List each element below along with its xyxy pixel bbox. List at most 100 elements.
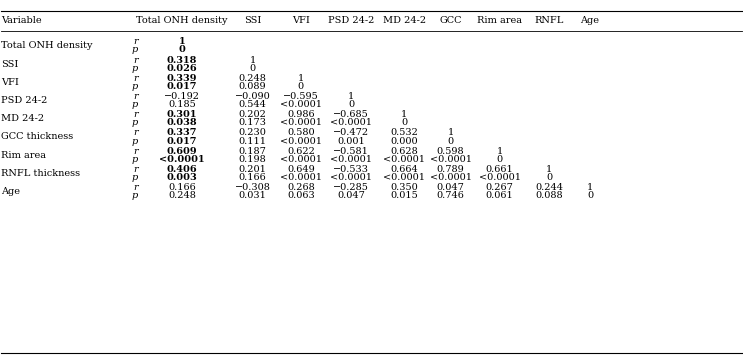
Text: <0.0001: <0.0001 <box>383 155 425 164</box>
Text: 0.173: 0.173 <box>239 118 267 127</box>
Text: 0.986: 0.986 <box>287 110 315 119</box>
Text: VFI: VFI <box>1 78 19 87</box>
Text: 0.017: 0.017 <box>166 136 198 145</box>
Text: 1: 1 <box>250 56 256 65</box>
Text: 1: 1 <box>546 165 552 174</box>
Text: 0: 0 <box>587 191 593 200</box>
Text: Age: Age <box>580 16 600 25</box>
Text: <0.0001: <0.0001 <box>330 155 372 164</box>
Text: <0.0001: <0.0001 <box>330 173 372 182</box>
Text: RNFL: RNFL <box>534 16 564 25</box>
Text: 0.789: 0.789 <box>437 165 464 174</box>
Text: 0.166: 0.166 <box>239 173 267 182</box>
Text: −0.192: −0.192 <box>164 92 200 101</box>
Text: Rim area: Rim area <box>1 151 46 160</box>
Text: p: p <box>132 155 137 164</box>
Text: 1: 1 <box>179 37 185 46</box>
Text: 0.746: 0.746 <box>437 191 464 200</box>
Text: 0.017: 0.017 <box>166 82 198 91</box>
Text: −0.685: −0.685 <box>333 110 369 119</box>
Text: 0.230: 0.230 <box>239 129 267 138</box>
Text: 0.202: 0.202 <box>239 110 267 119</box>
Text: 0.089: 0.089 <box>239 82 267 91</box>
Text: r: r <box>133 56 137 65</box>
Text: 0.622: 0.622 <box>287 147 315 156</box>
Text: 0.038: 0.038 <box>166 118 198 127</box>
Text: 0.031: 0.031 <box>239 191 267 200</box>
Text: RNFL thickness: RNFL thickness <box>1 169 80 178</box>
Text: 0.244: 0.244 <box>535 183 563 192</box>
Text: 0.111: 0.111 <box>239 136 267 145</box>
Text: 0.001: 0.001 <box>337 136 365 145</box>
Text: 1: 1 <box>496 147 503 156</box>
Text: r: r <box>133 129 137 138</box>
Text: r: r <box>133 92 137 101</box>
Text: 0: 0 <box>348 100 354 109</box>
Text: 1: 1 <box>298 74 304 83</box>
Text: 0.088: 0.088 <box>535 191 563 200</box>
Text: 0.267: 0.267 <box>486 183 513 192</box>
Text: Total ONH density: Total ONH density <box>1 42 92 50</box>
Text: 0.201: 0.201 <box>239 165 267 174</box>
Text: Total ONH density: Total ONH density <box>136 16 228 25</box>
Text: 0.061: 0.061 <box>486 191 513 200</box>
Text: p: p <box>132 191 137 200</box>
Text: p: p <box>132 173 137 182</box>
Text: 0.649: 0.649 <box>287 165 315 174</box>
Text: <0.0001: <0.0001 <box>478 173 521 182</box>
Text: r: r <box>133 110 137 119</box>
Text: Rim area: Rim area <box>477 16 522 25</box>
Text: 0: 0 <box>546 173 552 182</box>
Text: 0.003: 0.003 <box>166 173 198 182</box>
Text: p: p <box>132 64 137 73</box>
Text: 1: 1 <box>587 183 593 192</box>
Text: −0.285: −0.285 <box>333 183 369 192</box>
Text: 0.337: 0.337 <box>166 129 198 138</box>
Text: 0: 0 <box>298 82 304 91</box>
Text: 0.544: 0.544 <box>239 100 267 109</box>
Text: Age: Age <box>1 187 20 196</box>
Text: 0.580: 0.580 <box>287 129 315 138</box>
Text: Variable: Variable <box>1 16 42 25</box>
Text: 0: 0 <box>401 118 407 127</box>
Text: 0.406: 0.406 <box>166 165 198 174</box>
Text: p: p <box>132 118 137 127</box>
Text: r: r <box>133 165 137 174</box>
Text: r: r <box>133 37 137 46</box>
Text: GCC thickness: GCC thickness <box>1 132 73 142</box>
Text: <0.0001: <0.0001 <box>280 118 322 127</box>
Text: 0.598: 0.598 <box>437 147 464 156</box>
Text: 0.664: 0.664 <box>390 165 418 174</box>
Text: 0: 0 <box>496 155 503 164</box>
Text: 0.318: 0.318 <box>167 56 197 65</box>
Text: 1: 1 <box>401 110 407 119</box>
Text: 0.248: 0.248 <box>168 191 196 200</box>
Text: r: r <box>133 147 137 156</box>
Text: 1: 1 <box>447 129 454 138</box>
Text: 0.339: 0.339 <box>166 74 198 83</box>
Text: <0.0001: <0.0001 <box>383 173 425 182</box>
Text: −0.533: −0.533 <box>333 165 369 174</box>
Text: −0.595: −0.595 <box>283 92 319 101</box>
Text: 0.187: 0.187 <box>239 147 267 156</box>
Text: 0.628: 0.628 <box>390 147 418 156</box>
Text: 0.532: 0.532 <box>390 129 418 138</box>
Text: 0.015: 0.015 <box>390 191 418 200</box>
Text: r: r <box>133 183 137 192</box>
Text: 0.185: 0.185 <box>168 100 196 109</box>
Text: p: p <box>132 136 137 145</box>
Text: 0.063: 0.063 <box>287 191 315 200</box>
Text: 0.047: 0.047 <box>437 183 464 192</box>
Text: 0.609: 0.609 <box>166 147 198 156</box>
Text: 0.000: 0.000 <box>390 136 418 145</box>
Text: −0.472: −0.472 <box>333 129 369 138</box>
Text: 0.248: 0.248 <box>239 74 267 83</box>
Text: 0.301: 0.301 <box>166 110 198 119</box>
Text: −0.308: −0.308 <box>235 183 270 192</box>
Text: <0.0001: <0.0001 <box>159 155 205 164</box>
Text: <0.0001: <0.0001 <box>280 100 322 109</box>
Text: <0.0001: <0.0001 <box>280 136 322 145</box>
Text: VFI: VFI <box>292 16 310 25</box>
Text: r: r <box>133 74 137 83</box>
Text: SSI: SSI <box>1 60 18 69</box>
